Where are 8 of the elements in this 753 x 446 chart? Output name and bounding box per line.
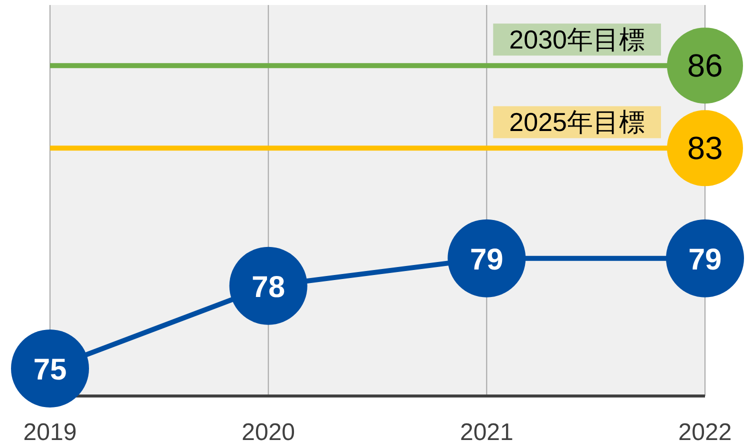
ref-line-label: 2030年目標 [509, 24, 645, 55]
annotation: 86 [687, 48, 723, 84]
x-tick-label: 2020 [242, 419, 296, 446]
x-tick-label: 2022 [678, 419, 732, 446]
annotation: 83 [687, 130, 723, 166]
x-tick-label: 2021 [460, 419, 514, 446]
ref-line-label: 2025年目標 [509, 107, 645, 138]
x-tick-label: 2019 [23, 419, 77, 446]
